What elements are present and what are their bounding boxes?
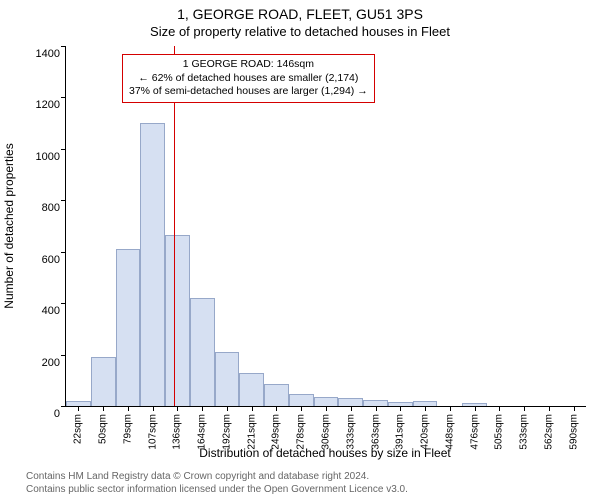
xtick-mark — [153, 406, 154, 411]
histogram-bar — [289, 394, 314, 406]
ytick-label: 800 — [20, 202, 60, 214]
ytick-label: 1200 — [20, 99, 60, 111]
xtick-label: 562sqm — [543, 414, 554, 450]
xtick-label: 391sqm — [395, 414, 406, 450]
ytick-mark — [61, 355, 66, 356]
xtick-mark — [202, 406, 203, 411]
histogram-bar — [190, 298, 215, 406]
ytick-mark — [61, 149, 66, 150]
xtick-mark — [450, 406, 451, 411]
ytick-mark — [61, 97, 66, 98]
xtick-label: 505sqm — [494, 414, 505, 450]
xtick-label: 192sqm — [221, 414, 232, 450]
xtick-mark — [103, 406, 104, 411]
xtick-label: 221sqm — [246, 414, 257, 450]
credits-line-1: Contains HM Land Registry data © Crown c… — [26, 471, 590, 484]
xtick-label: 22sqm — [73, 414, 84, 444]
xtick-label: 79sqm — [122, 414, 133, 444]
xtick-mark — [301, 406, 302, 411]
ytick-mark — [61, 252, 66, 253]
xtick-mark — [574, 406, 575, 411]
histogram-bar — [338, 398, 363, 406]
xtick-mark — [78, 406, 79, 411]
histogram-bar — [239, 373, 264, 406]
histogram-bar — [91, 357, 116, 406]
ytick-label: 600 — [20, 254, 60, 266]
xtick-mark — [376, 406, 377, 411]
xtick-mark — [400, 406, 401, 411]
xtick-label: 50sqm — [98, 414, 109, 444]
xtick-label: 590sqm — [568, 414, 579, 450]
xtick-label: 448sqm — [444, 414, 455, 450]
ytick-label: 1400 — [20, 48, 60, 60]
xtick-label: 476sqm — [469, 414, 480, 450]
xtick-label: 136sqm — [172, 414, 183, 450]
credits-line-2: Contains public sector information licen… — [26, 484, 590, 497]
xtick-mark — [252, 406, 253, 411]
ytick-label: 0 — [20, 408, 60, 420]
figure-root: 1, GEORGE ROAD, FLEET, GU51 3PS Size of … — [0, 0, 600, 500]
xtick-label: 249sqm — [271, 414, 282, 450]
ytick-label: 200 — [20, 357, 60, 369]
xtick-mark — [227, 406, 228, 411]
x-axis-label: Distribution of detached houses by size … — [65, 446, 585, 460]
histogram-bar — [165, 235, 190, 406]
histogram-bar — [314, 397, 339, 406]
xtick-mark — [276, 406, 277, 411]
histogram-bar — [116, 249, 141, 406]
ytick-mark — [61, 406, 66, 407]
xtick-mark — [499, 406, 500, 411]
chart-subtitle: Size of property relative to detached ho… — [0, 24, 600, 39]
histogram-bar — [215, 352, 240, 406]
xtick-mark — [475, 406, 476, 411]
ytick-mark — [61, 303, 66, 304]
xtick-label: 306sqm — [321, 414, 332, 450]
xtick-mark — [549, 406, 550, 411]
xtick-mark — [425, 406, 426, 411]
xtick-mark — [351, 406, 352, 411]
annotation-box: 1 GEORGE ROAD: 146sqm← 62% of detached h… — [122, 54, 375, 103]
xtick-mark — [524, 406, 525, 411]
xtick-label: 420sqm — [420, 414, 431, 450]
xtick-label: 164sqm — [197, 414, 208, 450]
histogram-bar — [140, 123, 165, 406]
xtick-mark — [326, 406, 327, 411]
xtick-label: 533sqm — [519, 414, 530, 450]
ytick-label: 1000 — [20, 151, 60, 163]
xtick-mark — [128, 406, 129, 411]
ytick-mark — [61, 46, 66, 47]
xtick-label: 278sqm — [296, 414, 307, 450]
ytick-mark — [61, 200, 66, 201]
annotation-line: ← 62% of detached houses are smaller (2,… — [129, 72, 368, 86]
xtick-label: 333sqm — [345, 414, 356, 450]
credits-text: Contains HM Land Registry data © Crown c… — [26, 471, 590, 496]
chart-title: 1, GEORGE ROAD, FLEET, GU51 3PS — [0, 6, 600, 22]
annotation-line: 37% of semi-detached houses are larger (… — [129, 85, 368, 99]
ytick-label: 400 — [20, 305, 60, 317]
histogram-bar — [264, 384, 289, 406]
xtick-label: 107sqm — [147, 414, 158, 450]
xtick-label: 363sqm — [370, 414, 381, 450]
annotation-line: 1 GEORGE ROAD: 146sqm — [129, 58, 368, 72]
xtick-mark — [177, 406, 178, 411]
y-axis-label: Number of detached properties — [2, 46, 18, 406]
